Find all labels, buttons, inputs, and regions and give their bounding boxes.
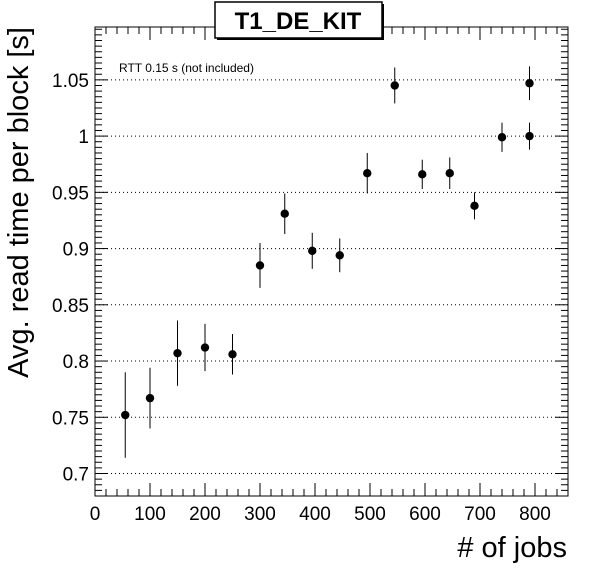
x-tick-label: 800: [519, 504, 551, 525]
data-point: [525, 79, 534, 88]
data-point: [335, 251, 344, 260]
x-tick-label: 400: [299, 504, 331, 525]
y-tick-label: 1: [78, 127, 89, 148]
y-tick-label: 0.9: [63, 240, 89, 261]
y-tick-label: 0.85: [52, 296, 89, 317]
x-tick-label: 300: [244, 504, 276, 525]
x-axis-title: # of jobs: [457, 532, 567, 564]
grid: [95, 79, 568, 475]
data-point: [445, 169, 454, 178]
y-tick-label: 0.7: [63, 465, 89, 486]
data-point: [525, 131, 534, 141]
data-point: [497, 133, 507, 142]
x-tick-label: 0: [90, 504, 101, 525]
data-point: [255, 261, 265, 270]
data-point: [145, 393, 155, 403]
data-point: [121, 410, 130, 420]
data-point: [363, 169, 372, 178]
x-axis: 0 100 200 300 400 500 600 700 800: [90, 27, 558, 525]
data-point: [280, 209, 289, 218]
data-points: [121, 66, 534, 458]
data-point: [418, 170, 427, 179]
x-tick-label: 100: [134, 504, 166, 525]
title-box: [214, 1, 383, 39]
x-tick-label: 700: [464, 504, 496, 525]
x-tick-label: 600: [409, 504, 441, 525]
y-tick-label: 0.8: [63, 352, 89, 373]
plot-frame: [94, 26, 569, 497]
data-point: [308, 246, 317, 256]
chart-title: T1_DE_KIT: [235, 8, 362, 35]
data-point: [228, 350, 237, 359]
x-tick-label: 200: [189, 504, 221, 525]
y-tick-label: 1.05: [52, 71, 89, 92]
y-tick-label: 0.95: [52, 183, 89, 204]
y-tick-label: 0.75: [52, 408, 89, 429]
x-tick-label: 500: [354, 504, 386, 525]
y-axis-title: Avg. read time per block [s]: [3, 27, 35, 378]
y-axis: 0.7 0.75 0.8 0.85 0.9 0.95 1 1.05: [52, 28, 568, 491]
data-point: [470, 201, 479, 211]
data-point: [200, 343, 210, 352]
annotation: RTT 0.15 s (not included): [119, 61, 254, 75]
data-point: [173, 348, 182, 358]
data-point: [390, 81, 399, 90]
